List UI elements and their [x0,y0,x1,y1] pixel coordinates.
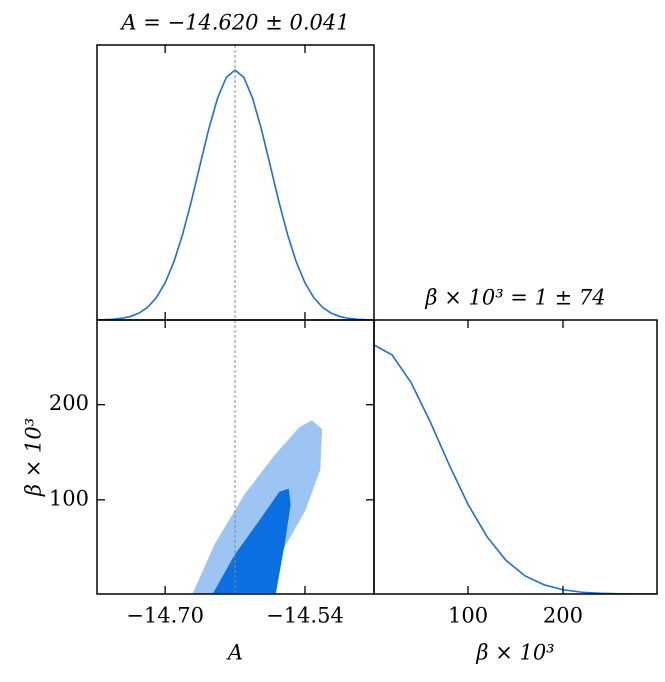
x-tick-label: 100 [448,604,488,628]
y-tick-label: 200 [49,391,89,415]
x-tick-label: −14.54 [266,604,344,628]
panel-title: A = −14.620 ± 0.041 [119,11,349,35]
y-tick-label: 100 [49,486,89,510]
x-tick-label: 200 [543,604,583,628]
density-line [374,344,657,594]
y-axis-label: β × 10³ [22,418,46,497]
panel-frame [373,319,658,595]
x-tick-label: −14.70 [126,604,204,628]
panel-title: β × 10³ = 1 ± 74 [424,286,605,310]
x-axis-label: β × 10³ [475,641,554,665]
plot-area [374,320,657,594]
x-axis-label: A [226,641,243,665]
credible-region [212,488,291,594]
plot-area [97,45,374,320]
plot-area [97,320,374,594]
